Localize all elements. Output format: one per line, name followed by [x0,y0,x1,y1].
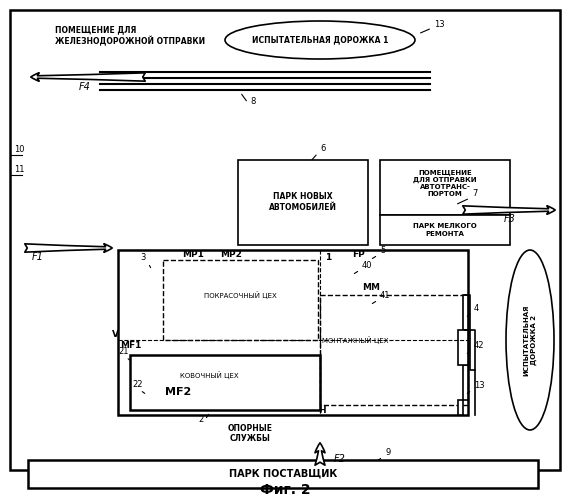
Bar [380,160,510,215]
Text: 7: 7 [472,189,478,198]
Text: ПОКРАСОЧНЫЙ ЦЕХ: ПОКРАСОЧНЫЙ ЦЕХ [203,291,276,299]
Text: 3: 3 [140,253,145,262]
Text: F3: F3 [504,214,516,224]
Bar [118,250,468,415]
Text: 21: 21 [118,347,128,356]
Text: 40: 40 [362,261,373,270]
Text: 5: 5 [380,246,385,255]
Bar [458,330,468,365]
Bar [130,355,320,410]
Text: MP2: MP2 [220,250,242,259]
Text: 41: 41 [380,291,390,300]
Text: F1: F1 [32,252,44,262]
Text: Фиг. 2: Фиг. 2 [260,483,310,497]
Text: 6: 6 [320,144,325,153]
Text: H: H [318,406,325,415]
Text: 1: 1 [325,253,331,262]
Text: 8: 8 [250,97,255,106]
Text: 42: 42 [474,341,484,350]
Text: ПАРК НОВЫХ
АВТОМОБИЛЕЙ: ПАРК НОВЫХ АВТОМОБИЛЕЙ [269,192,337,212]
Text: МОНТАЖНЫЙ ЦЕХ: МОНТАЖНЫЙ ЦЕХ [321,336,388,344]
Bar [458,400,463,415]
Text: 9: 9 [385,448,390,457]
Text: V: V [112,330,119,339]
Bar [463,295,468,330]
Text: ПОМЕЩЕНИЕ
ДЛЯ ОТПРАВКИ
АВТОТРАНС-
ПОРТОМ: ПОМЕЩЕНИЕ ДЛЯ ОТПРАВКИ АВТОТРАНС- ПОРТОМ [413,170,477,198]
Text: MF1: MF1 [120,341,141,350]
Text: MM: MM [362,283,380,292]
Text: ИСПЫТАТЕЛЬНАЯ
ДОРОЖКА 2: ИСПЫТАТЕЛЬНАЯ ДОРОЖКА 2 [523,304,536,376]
Bar [163,260,318,340]
Text: F2: F2 [334,454,346,464]
Text: FP: FP [352,250,365,259]
Text: ОПОРНЫЕ
СЛУЖБЫ: ОПОРНЫЕ СЛУЖБЫ [227,424,272,444]
Bar [463,365,468,400]
Text: 13: 13 [474,381,484,390]
Text: КОВОЧНЫЙ ЦЕХ: КОВОЧНЫЙ ЦЕХ [180,371,239,379]
Text: 22: 22 [132,380,142,389]
Text: 10: 10 [14,145,25,154]
Ellipse shape [225,21,415,59]
Text: ПАРК ПОСТАВЩИК: ПАРК ПОСТАВЩИК [229,469,337,479]
Text: F4: F4 [79,82,91,92]
Text: 13: 13 [434,20,445,29]
Bar [380,215,510,245]
Text: MP1: MP1 [182,250,204,259]
Bar [320,295,468,405]
Text: MF2: MF2 [165,387,192,397]
Bar [238,160,368,245]
Text: 11: 11 [14,165,25,174]
Text: 4: 4 [474,304,479,313]
Text: ПОМЕЩЕНИЕ ДЛЯ
ЖЕЛЕЗНОДОРОЖНОЙ ОТПРАВКИ: ПОМЕЩЕНИЕ ДЛЯ ЖЕЛЕЗНОДОРОЖНОЙ ОТПРАВКИ [55,25,205,46]
Bar [28,460,538,488]
Text: ИСПЫТАТЕЛЬНАЯ ДОРОЖКА 1: ИСПЫТАТЕЛЬНАЯ ДОРОЖКА 1 [252,35,388,44]
Ellipse shape [506,250,554,430]
Text: 2: 2 [198,415,203,424]
Text: ПАРК МЕЛКОГО
РЕМОНТА: ПАРК МЕЛКОГО РЕМОНТА [413,224,477,237]
